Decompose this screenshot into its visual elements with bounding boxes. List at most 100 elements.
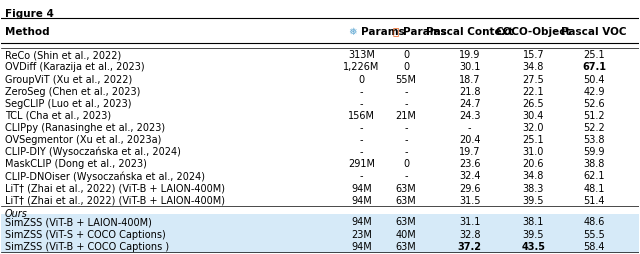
Text: COCO-Object: COCO-Object bbox=[496, 27, 572, 37]
Text: 63M: 63M bbox=[396, 195, 417, 205]
Text: 32.8: 32.8 bbox=[459, 229, 481, 239]
Text: Params: Params bbox=[403, 27, 447, 37]
Text: -: - bbox=[360, 98, 363, 108]
Text: 32.4: 32.4 bbox=[459, 171, 481, 181]
FancyBboxPatch shape bbox=[1, 214, 639, 253]
Text: 31.0: 31.0 bbox=[523, 147, 544, 157]
Text: 23.6: 23.6 bbox=[459, 159, 481, 169]
Text: 15.7: 15.7 bbox=[523, 50, 544, 60]
Text: 67.1: 67.1 bbox=[582, 62, 606, 72]
Text: 24.7: 24.7 bbox=[459, 98, 481, 108]
Text: -: - bbox=[468, 122, 472, 133]
Text: Pascal Context: Pascal Context bbox=[426, 27, 513, 37]
Text: 48.1: 48.1 bbox=[583, 183, 605, 193]
Text: SimZSS (ViT-B + COCO Captions ): SimZSS (ViT-B + COCO Captions ) bbox=[4, 241, 169, 251]
Text: 31.5: 31.5 bbox=[459, 195, 481, 205]
Text: 94M: 94M bbox=[351, 183, 372, 193]
Text: 42.9: 42.9 bbox=[583, 86, 605, 96]
Text: Pascal VOC: Pascal VOC bbox=[561, 27, 627, 37]
Text: 52.6: 52.6 bbox=[583, 98, 605, 108]
Text: -: - bbox=[360, 135, 363, 145]
Text: 63M: 63M bbox=[396, 217, 417, 227]
Text: 313M: 313M bbox=[348, 50, 375, 60]
Text: 55M: 55M bbox=[396, 74, 417, 84]
Text: 53.8: 53.8 bbox=[583, 135, 605, 145]
Text: 0: 0 bbox=[403, 50, 409, 60]
Text: 50.4: 50.4 bbox=[583, 74, 605, 84]
Text: 0: 0 bbox=[358, 74, 365, 84]
Text: -: - bbox=[404, 171, 408, 181]
Text: 0: 0 bbox=[403, 159, 409, 169]
Text: 24.3: 24.3 bbox=[459, 110, 481, 120]
Text: SimZSS (ViT-S + COCO Captions): SimZSS (ViT-S + COCO Captions) bbox=[4, 229, 165, 239]
Text: 21M: 21M bbox=[396, 110, 417, 120]
Text: 63M: 63M bbox=[396, 241, 417, 251]
Text: 37.2: 37.2 bbox=[458, 241, 482, 251]
Text: 19.9: 19.9 bbox=[459, 50, 481, 60]
Text: TCL (Cha et al., 2023): TCL (Cha et al., 2023) bbox=[4, 110, 111, 120]
Text: -: - bbox=[404, 135, 408, 145]
Text: 38.8: 38.8 bbox=[583, 159, 605, 169]
Text: ReCo (Shin et al., 2022): ReCo (Shin et al., 2022) bbox=[4, 50, 121, 60]
Text: ZeroSeg (Chen et al., 2023): ZeroSeg (Chen et al., 2023) bbox=[4, 86, 140, 96]
Text: 25.1: 25.1 bbox=[523, 135, 544, 145]
Text: 22.1: 22.1 bbox=[523, 86, 544, 96]
Text: 40M: 40M bbox=[396, 229, 417, 239]
Text: 19.7: 19.7 bbox=[459, 147, 481, 157]
Text: -: - bbox=[360, 86, 363, 96]
Text: OVSegmentor (Xu et al., 2023a): OVSegmentor (Xu et al., 2023a) bbox=[4, 135, 161, 145]
Text: Ours: Ours bbox=[4, 208, 28, 218]
Text: ❅: ❅ bbox=[349, 27, 362, 37]
Text: CLIP-DIY (Wysoczańska et al., 2024): CLIP-DIY (Wysoczańska et al., 2024) bbox=[4, 146, 180, 157]
Text: 20.4: 20.4 bbox=[459, 135, 481, 145]
Text: -: - bbox=[404, 122, 408, 133]
Text: 58.4: 58.4 bbox=[583, 241, 605, 251]
Text: 31.1: 31.1 bbox=[459, 217, 481, 227]
Text: SimZSS (ViT-B + LAION-400M): SimZSS (ViT-B + LAION-400M) bbox=[4, 217, 152, 227]
Text: 30.1: 30.1 bbox=[459, 62, 481, 72]
Text: -: - bbox=[404, 86, 408, 96]
Text: 38.1: 38.1 bbox=[523, 217, 544, 227]
Text: 🔥: 🔥 bbox=[393, 27, 403, 37]
Text: -: - bbox=[404, 147, 408, 157]
Text: 1,226M: 1,226M bbox=[343, 62, 380, 72]
Text: 38.3: 38.3 bbox=[523, 183, 544, 193]
Text: CLIP-DNOiser (Wysoczańska et al., 2024): CLIP-DNOiser (Wysoczańska et al., 2024) bbox=[4, 170, 205, 181]
Text: MaskCLIP (Dong et al., 2023): MaskCLIP (Dong et al., 2023) bbox=[4, 159, 147, 169]
Text: GroupViT (Xu et al., 2022): GroupViT (Xu et al., 2022) bbox=[4, 74, 132, 84]
Text: LiT† (Zhai et al., 2022) (ViT-B + LAION-400M): LiT† (Zhai et al., 2022) (ViT-B + LAION-… bbox=[4, 183, 225, 193]
Text: 156M: 156M bbox=[348, 110, 375, 120]
Text: -: - bbox=[404, 98, 408, 108]
Text: 48.6: 48.6 bbox=[583, 217, 605, 227]
Text: 62.1: 62.1 bbox=[583, 171, 605, 181]
Text: 25.1: 25.1 bbox=[583, 50, 605, 60]
Text: 94M: 94M bbox=[351, 195, 372, 205]
Text: 39.5: 39.5 bbox=[523, 229, 544, 239]
Text: LiT† (Zhai et al., 2022) (ViT-B + LAION-400M): LiT† (Zhai et al., 2022) (ViT-B + LAION-… bbox=[4, 195, 225, 205]
Text: Method: Method bbox=[4, 27, 49, 37]
Text: 51.2: 51.2 bbox=[583, 110, 605, 120]
Text: 43.5: 43.5 bbox=[522, 241, 545, 251]
Text: 55.5: 55.5 bbox=[583, 229, 605, 239]
Text: 32.0: 32.0 bbox=[523, 122, 544, 133]
Text: 34.8: 34.8 bbox=[523, 62, 544, 72]
Text: 23M: 23M bbox=[351, 229, 372, 239]
Text: 18.7: 18.7 bbox=[459, 74, 481, 84]
Text: 63M: 63M bbox=[396, 183, 417, 193]
Text: -: - bbox=[360, 122, 363, 133]
Text: 59.9: 59.9 bbox=[583, 147, 605, 157]
Text: Params: Params bbox=[362, 27, 405, 37]
Text: 94M: 94M bbox=[351, 241, 372, 251]
Text: 291M: 291M bbox=[348, 159, 375, 169]
Text: 30.4: 30.4 bbox=[523, 110, 544, 120]
Text: 20.6: 20.6 bbox=[523, 159, 544, 169]
Text: -: - bbox=[360, 171, 363, 181]
Text: OVDiff (Karazija et al., 2023): OVDiff (Karazija et al., 2023) bbox=[4, 62, 144, 72]
Text: 26.5: 26.5 bbox=[523, 98, 544, 108]
Text: 29.6: 29.6 bbox=[459, 183, 481, 193]
Text: -: - bbox=[360, 147, 363, 157]
Text: SegCLIP (Luo et al., 2023): SegCLIP (Luo et al., 2023) bbox=[4, 98, 131, 108]
Text: 21.8: 21.8 bbox=[459, 86, 481, 96]
Text: 94M: 94M bbox=[351, 217, 372, 227]
Text: CLIPpy (Ranasinghe et al., 2023): CLIPpy (Ranasinghe et al., 2023) bbox=[4, 122, 164, 133]
